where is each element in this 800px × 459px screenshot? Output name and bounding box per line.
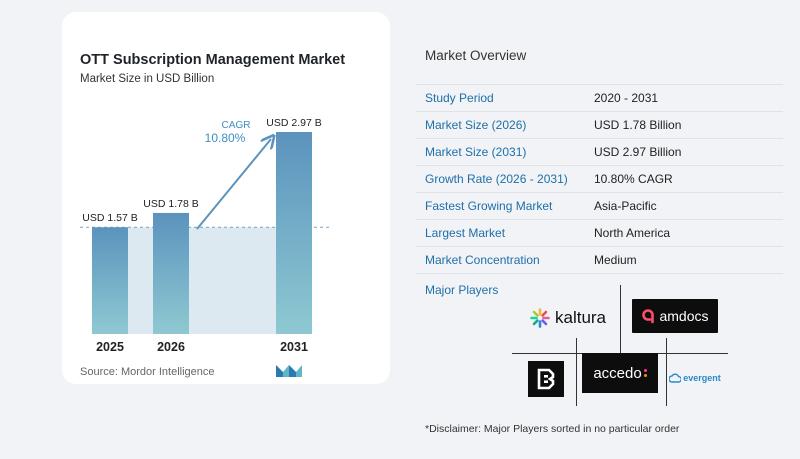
amdocs-logo: amdocs — [632, 299, 718, 333]
overview-value: USD 2.97 Billion — [594, 145, 682, 159]
accedo-dots-icon — [643, 369, 647, 377]
grid-divider — [576, 338, 577, 406]
amdocs-mark-icon — [642, 309, 655, 324]
overview-value: North America — [594, 226, 671, 240]
overview-key: Growth Rate (2026 - 2031) — [425, 172, 568, 186]
chart-source: Source: Mordor Intelligence — [80, 366, 215, 378]
overview-row: Fastest Growing Market Asia-Pacific — [416, 193, 783, 220]
overview-key: Fastest Growing Market — [425, 199, 553, 213]
chart-subtitle: Market Size in USD Billion — [80, 73, 215, 85]
value-label-2025: USD 1.57 B — [82, 212, 137, 224]
b-logo — [528, 361, 564, 397]
overview-key: Largest Market — [425, 226, 506, 240]
tick-label-2026: 2026 — [157, 340, 185, 354]
overview-key: Market Size (2026) — [425, 118, 527, 132]
evergent-cloud-icon — [669, 373, 682, 383]
accedo-logo: accedo — [582, 353, 658, 393]
chart-title: OTT Subscription Management Market — [80, 52, 346, 68]
overview-top-divider — [416, 84, 783, 85]
amdocs-wordmark: amdocs — [659, 308, 709, 324]
kaltura-logo: kaltura — [522, 305, 614, 331]
bar-2025 — [92, 227, 128, 334]
overview-value: 10.80% CAGR — [594, 172, 673, 186]
overview-value: USD 1.78 Billion — [594, 118, 682, 132]
major-players-title: Major Players — [425, 283, 499, 297]
value-label-2031: USD 2.97 B — [266, 117, 321, 129]
accedo-wordmark: accedo — [593, 364, 642, 382]
cagr-arrow — [196, 139, 271, 230]
overview-key: Study Period — [425, 91, 494, 105]
baseline-shade — [110, 227, 294, 334]
disclaimer: *Disclaimer: Major Players sorted in no … — [425, 423, 680, 435]
grid-divider — [620, 285, 621, 353]
tick-label-2031: 2031 — [280, 340, 308, 354]
value-label-2026: USD 1.78 B — [143, 198, 198, 210]
overview-row: Market Concentration Medium — [416, 247, 783, 274]
overview-row: Largest Market North America — [416, 220, 783, 247]
overview-title: Market Overview — [425, 48, 527, 63]
cagr-label: CAGR — [222, 120, 251, 131]
overview-value: Medium — [594, 253, 637, 267]
evergent-logo: evergent — [668, 370, 722, 386]
bar-2026 — [153, 212, 189, 334]
b-mark-icon — [537, 368, 555, 390]
kaltura-wordmark: kaltura — [554, 308, 607, 327]
evergent-wordmark: evergent — [683, 373, 721, 383]
grid-divider — [666, 338, 667, 406]
overview-row: Study Period 2020 - 2031 — [416, 85, 783, 112]
overview-value: Asia-Pacific — [594, 199, 657, 213]
overview-row: Growth Rate (2026 - 2031) 10.80% CAGR — [416, 166, 783, 193]
overview-value: 2020 - 2031 — [594, 91, 659, 105]
cagr-value: 10.80% — [205, 131, 246, 145]
kaltura-burst-icon — [530, 308, 550, 328]
mordor-logo-icon — [276, 365, 302, 377]
overview-row: Market Size (2031) USD 2.97 Billion — [416, 139, 783, 166]
tick-label-2025: 2025 — [96, 340, 124, 354]
overview-key: Market Size (2031) — [425, 145, 527, 159]
bar-2031 — [276, 132, 312, 334]
overview-key: Market Concentration — [425, 253, 540, 267]
overview-row: Market Size (2026) USD 1.78 Billion — [416, 112, 783, 139]
